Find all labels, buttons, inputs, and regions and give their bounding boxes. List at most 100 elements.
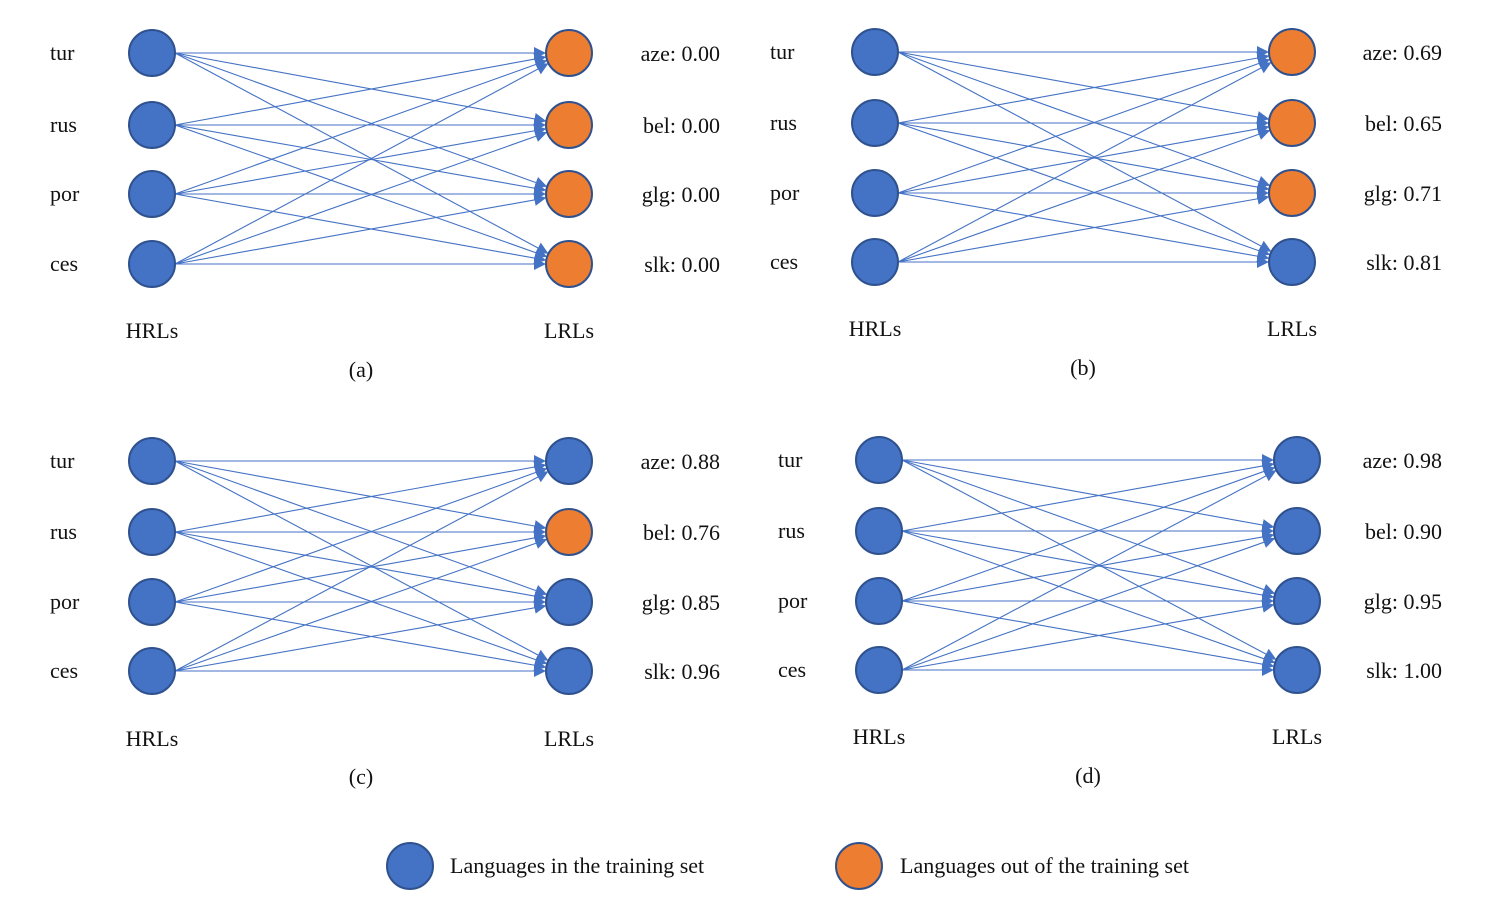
lrl-node: [1268, 99, 1316, 147]
lrls-title: LRLs: [1267, 316, 1317, 341]
edge-arrow: [174, 124, 547, 195]
edge-arrow: [901, 530, 1275, 602]
lrl-node: [1273, 646, 1321, 694]
hrl-label: tur: [50, 40, 75, 65]
hrl-label: ces: [770, 249, 798, 274]
edge-arrow: [897, 128, 1271, 263]
edge-arrow: [174, 601, 547, 672]
edge-arrow: [901, 459, 1277, 661]
panel-c: tur rus por ces aze: 0.88 bel: 0.76 glg: 0.85 s…: [50, 437, 720, 789]
lrl-node: [545, 170, 593, 218]
hrl-node: [851, 99, 899, 147]
edge-arrow: [901, 459, 1275, 531]
edges: [897, 46, 1272, 268]
edge-arrow: [897, 192, 1270, 263]
lrl-node: [545, 437, 593, 485]
edge-arrow: [901, 530, 1276, 665]
hrl-node: [855, 507, 903, 555]
lrl-node: [545, 29, 593, 77]
edge-arrow: [174, 460, 547, 532]
hrl-label: tur: [770, 39, 795, 64]
lrl-node: [1273, 577, 1321, 625]
hrl-label: por: [50, 589, 80, 614]
hrls-title: HRLs: [126, 726, 179, 751]
lrl-score-label: glg: 0.71: [1364, 181, 1442, 206]
edge-arrow: [174, 466, 548, 603]
edge-arrow: [901, 469, 1277, 671]
lrl-score-label: slk: 0.00: [644, 252, 720, 277]
lrl-score-label: aze: 0.00: [641, 41, 720, 66]
edge-arrow: [897, 52, 1270, 124]
hrl-label: por: [778, 588, 808, 613]
panel-caption: (b): [1070, 355, 1096, 380]
edge-arrow: [174, 62, 549, 265]
edge-arrow: [897, 122, 1270, 193]
hrl-label: por: [50, 181, 80, 206]
lrl-score-label: bel: 0.00: [643, 113, 720, 138]
lrl-score-label: glg: 0.00: [642, 182, 720, 207]
hrl-node: [128, 240, 176, 288]
edge-arrow: [174, 130, 548, 265]
edge-arrow: [174, 460, 548, 597]
edge-arrow: [174, 124, 547, 195]
lrl-node: [1273, 507, 1321, 555]
lrl-score-label: glg: 0.95: [1364, 589, 1442, 614]
edge-arrow: [174, 531, 547, 602]
lrl-score-label: aze: 0.88: [641, 449, 720, 474]
panel-a: tur rus por ces aze: 0.00 bel: 0.00 glg: 0.00 s…: [50, 29, 720, 382]
lrl-node: [545, 647, 593, 695]
lrl-node: [1268, 169, 1316, 217]
lrl-node: [1268, 238, 1316, 286]
edge-arrow: [174, 537, 548, 672]
hrls-title: HRLs: [849, 316, 902, 341]
lrls-title: LRLs: [544, 726, 594, 751]
hrl-label: rus: [778, 518, 805, 543]
legend: Languages in the training set Languages …: [386, 842, 1189, 890]
edge-arrow: [174, 52, 547, 125]
edge-arrow: [901, 536, 1276, 671]
edge-arrow: [901, 459, 1276, 596]
panel-b: tur rus por ces aze: 0.69 bel: 0.65 glg: 0.71 s…: [770, 28, 1442, 380]
hrl-label: tur: [778, 447, 803, 472]
lrl-node: [545, 578, 593, 626]
edge-arrow: [174, 532, 547, 603]
hrl-node: [128, 647, 176, 695]
edge-arrow: [897, 122, 1271, 257]
hrl-label: por: [770, 180, 800, 205]
edge-arrow: [174, 601, 547, 672]
edge-arrow: [897, 192, 1270, 263]
lrl-node: [1273, 436, 1321, 484]
edge-arrow: [174, 52, 549, 255]
edge-arrow: [174, 58, 548, 195]
edge-arrow: [174, 124, 548, 259]
hrls-title: HRLs: [126, 318, 179, 343]
hrl-node: [128, 437, 176, 485]
edge-arrow: [901, 460, 1275, 532]
edge-arrow: [174, 194, 547, 265]
lrl-node: [545, 101, 593, 149]
edge-arrow: [897, 61, 1272, 263]
hrl-label: ces: [50, 251, 78, 276]
edge-arrow: [174, 460, 549, 662]
edge-arrow: [174, 461, 547, 533]
edge-arrow: [174, 52, 548, 189]
legend-in-training-swatch: [386, 842, 434, 890]
lrl-score-label: slk: 0.81: [1366, 250, 1442, 275]
lrl-score-label: bel: 0.90: [1365, 519, 1442, 544]
edge-arrow: [901, 465, 1276, 602]
hrl-node: [128, 508, 176, 556]
edge-arrow: [897, 57, 1271, 194]
lrl-score-label: glg: 0.85: [642, 590, 720, 615]
panel-d: tur rus por ces aze: 0.98 bel: 0.90 glg: 0.95 s…: [778, 436, 1442, 788]
hrl-node: [855, 577, 903, 625]
edges: [901, 454, 1277, 676]
hrl-label: rus: [50, 112, 77, 137]
hrl-label: ces: [50, 658, 78, 683]
hrls-title: HRLs: [853, 724, 906, 749]
edge-arrow: [897, 51, 1271, 188]
hrl-label: tur: [50, 448, 75, 473]
edges: [174, 455, 549, 677]
edge-arrow: [901, 600, 1275, 671]
panel-caption: (c): [349, 764, 373, 789]
hrl-node: [851, 238, 899, 286]
